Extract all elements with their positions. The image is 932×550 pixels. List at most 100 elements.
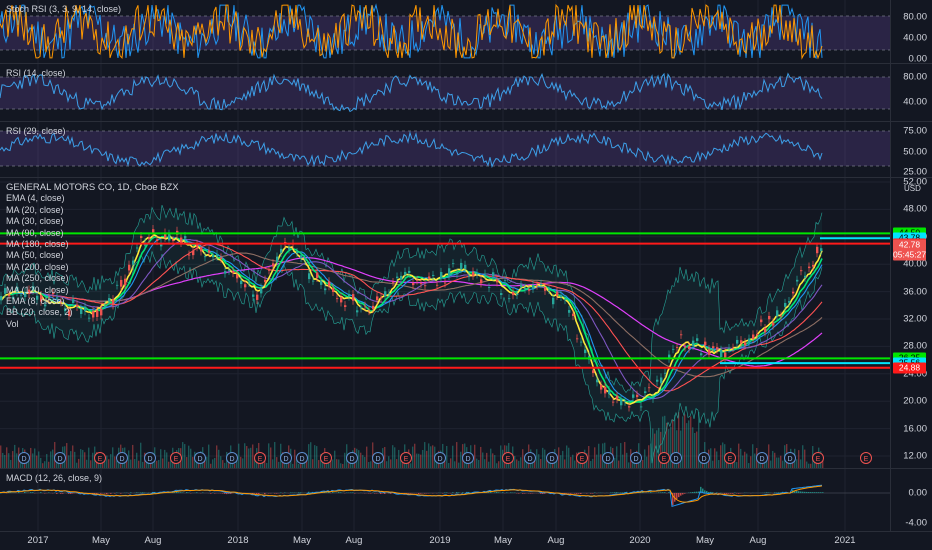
macd-histogram-bar (576, 493, 578, 494)
macd-histogram-bar (92, 493, 94, 494)
macd-histogram-bar (456, 492, 458, 493)
candle-body (680, 334, 683, 336)
rsi14-pane[interactable]: RSI (14, close) 80.00 40.00 (0, 64, 932, 121)
candle-body (16, 286, 19, 293)
macd-axis[interactable]: 0.00 -4.00 (890, 469, 932, 531)
volume-bar (750, 456, 752, 468)
pane-divider[interactable] (0, 531, 932, 532)
marker-label: E (728, 456, 733, 463)
marker-circle (18, 452, 30, 464)
indicator-legend-item[interactable]: EMA (4, close) (6, 193, 65, 204)
candle-body (268, 270, 271, 271)
volume-bar (538, 454, 540, 468)
axis-tick: 36.00 (903, 286, 927, 298)
volume-bar (732, 463, 734, 468)
indicator-legend-item[interactable]: MA (180, close) (6, 239, 69, 250)
indicator-legend-item[interactable]: MA (30, close) (6, 216, 64, 227)
macd-histogram-bar (506, 492, 508, 493)
price-legend[interactable]: GENERAL MOTORS CO, 1D, Cboe BZX EMA (4, … (6, 182, 179, 330)
stoch-rsi-plot[interactable] (0, 0, 890, 63)
macd-histogram-bar (732, 493, 734, 494)
indicator-legend-item[interactable]: Vol (6, 318, 19, 329)
candle-body (700, 353, 703, 356)
pane-divider[interactable] (0, 468, 932, 469)
candle-body (632, 394, 635, 398)
macd-histogram-bar (710, 491, 712, 493)
macd-histogram-bar (694, 491, 696, 493)
indicator-list[interactable]: EMA (4, close) MA (20, close) MA (30, clos… (6, 193, 179, 330)
price-axis[interactable]: 52.0048.0044.0040.0036.0032.0028.0024.00… (890, 177, 932, 468)
volume-bar (398, 449, 400, 468)
candle-body (752, 334, 755, 340)
volume-bar (168, 461, 170, 468)
pane-divider[interactable] (0, 63, 932, 64)
macd-histogram-bar (580, 493, 582, 495)
macd-histogram-bar (510, 492, 512, 493)
volume-bar (804, 449, 806, 468)
indicator-legend-item[interactable]: BB (20, close, 2) (6, 307, 73, 318)
volume-bar (174, 461, 176, 468)
indicator-legend-item[interactable]: MA (20, close) (6, 204, 64, 215)
pane-divider[interactable] (0, 177, 932, 178)
candle-body (592, 370, 595, 373)
time-axis-label: Aug (144, 535, 162, 546)
time-axis[interactable]: 2017 May Aug 2018 May Aug 2019 May Aug 2020 May Aug… (0, 532, 890, 550)
stoch-rsi-pane[interactable]: Stoch RSI (3, 3, 9, 14, close) 80.00 40.… (0, 0, 932, 65)
macd-histogram-bar (70, 493, 72, 495)
marker-circle (320, 452, 332, 464)
macd-histogram-bar (62, 493, 64, 494)
macd-histogram-bar (226, 493, 228, 495)
candle-body (336, 298, 339, 300)
volume-bar (182, 442, 184, 468)
dividend-marker: D (670, 452, 682, 464)
volume-bar (0, 445, 2, 468)
macd-histogram-bar (8, 492, 10, 493)
indicator-legend-item[interactable]: MA (200, close) (6, 261, 69, 272)
indicator-legend-item[interactable]: MA (250, close) (6, 273, 69, 284)
rsi29-axis[interactable]: 75.00 50.00 25.00 (890, 122, 932, 178)
macd-histogram-bar (706, 491, 708, 493)
rsi29-pane[interactable]: RSI (29, close) 75.00 50.00 25.00 (0, 122, 932, 178)
rsi29-plot[interactable] (0, 122, 890, 177)
macd-histogram-bar (274, 493, 276, 494)
bollinger-lower (0, 250, 823, 464)
macd-histogram-bar (390, 493, 392, 494)
volume-bar (302, 460, 304, 468)
macd-histogram-bar (0, 493, 2, 494)
macd-histogram-bar (700, 486, 702, 493)
volume-bar (364, 456, 366, 468)
indicator-legend-item[interactable]: MA (90, close) (6, 227, 64, 238)
stoch-rsi-axis[interactable]: 80.00 40.00 0.00 (890, 0, 932, 65)
indicator-legend-item[interactable]: MA (50, close) (6, 250, 64, 261)
candle-body (476, 272, 479, 275)
price-tag: 42.78 (893, 239, 926, 251)
macd-pane[interactable]: MACD (12, 26, close, 9) 0.00 -4.00 (0, 469, 932, 531)
macd-plot[interactable] (0, 469, 890, 531)
marker-circle (524, 452, 536, 464)
earnings-marker: E (812, 452, 824, 464)
indicator-legend-item[interactable]: EMA (8, close) (6, 296, 65, 307)
axis-tick: 28.00 (903, 340, 927, 352)
macd-histogram-bar (610, 492, 612, 493)
indicator-legend-item[interactable]: MA (120, close) (6, 284, 69, 295)
volume-bar (102, 461, 104, 468)
moving-average-line (0, 243, 823, 392)
candle-body (240, 280, 243, 285)
candle-body (404, 271, 407, 275)
candle-body (788, 301, 791, 303)
macd-title: MACD (12, 26, close, 9) (6, 473, 103, 483)
volume-bar (614, 457, 616, 468)
rsi14-axis[interactable]: 80.00 40.00 (890, 64, 932, 121)
volume-bar (738, 443, 740, 468)
volume-bar (392, 445, 394, 468)
time-axis-label: 2019 (429, 535, 451, 546)
rsi14-plot[interactable] (0, 64, 890, 121)
volume-bar (188, 445, 190, 468)
rsi29-graph (0, 122, 890, 177)
volume-bar (238, 443, 240, 468)
candle-body (804, 275, 807, 278)
candle-body (164, 232, 167, 238)
pane-divider[interactable] (0, 121, 932, 122)
